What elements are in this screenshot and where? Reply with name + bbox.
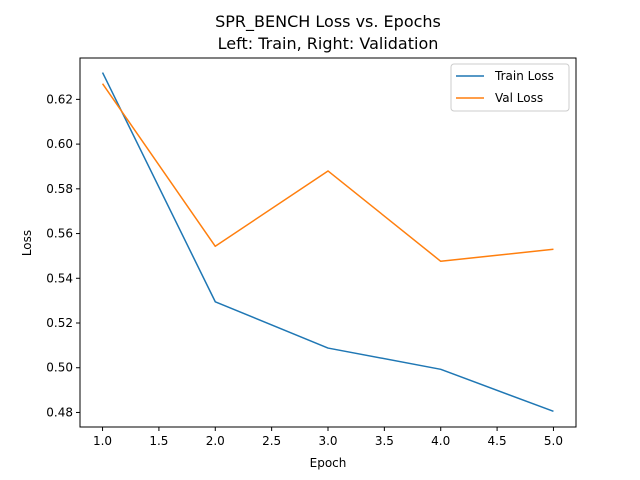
y-tick-label: 0.50	[46, 361, 73, 375]
y-tick-label: 0.56	[46, 227, 73, 241]
y-tick-label: 0.48	[46, 405, 73, 419]
legend: Train Loss Val Loss	[450, 63, 570, 112]
x-tick-label: 4.0	[431, 434, 450, 448]
y-tick-label: 0.52	[46, 316, 73, 330]
x-tick-label: 3.5	[375, 434, 394, 448]
x-tick-label: 1.0	[93, 434, 112, 448]
y-tick-label: 0.62	[46, 92, 73, 106]
chart-title: SPR_BENCH Loss vs. Epochs	[215, 12, 441, 32]
x-tick-label: 2.0	[206, 434, 225, 448]
legend-label-train-loss: Train Loss	[494, 69, 554, 83]
y-tick-label: 0.58	[46, 182, 73, 196]
y-axis: 0.48 0.50 0.52 0.54 0.56 0.58 0.60 0.62	[46, 92, 80, 419]
x-tick-label: 3.0	[318, 434, 337, 448]
y-tick-label: 0.54	[46, 271, 73, 285]
y-axis-label: Loss	[20, 230, 34, 256]
y-tick-label: 0.60	[46, 137, 73, 151]
chart-subtitle: Left: Train, Right: Validation	[218, 34, 439, 53]
x-tick-label: 5.0	[544, 434, 563, 448]
x-tick-label: 1.5	[149, 434, 168, 448]
x-axis: 1.0 1.5 2.0 2.5 3.0 3.5 4.0 4.5 5.0	[93, 427, 563, 448]
x-tick-label: 4.5	[488, 434, 507, 448]
legend-label-val-loss: Val Loss	[495, 91, 543, 105]
series-layer	[101, 72, 554, 413]
x-axis-label: Epoch	[310, 456, 347, 470]
plot-area	[80, 58, 576, 427]
x-tick-label: 2.5	[262, 434, 281, 448]
